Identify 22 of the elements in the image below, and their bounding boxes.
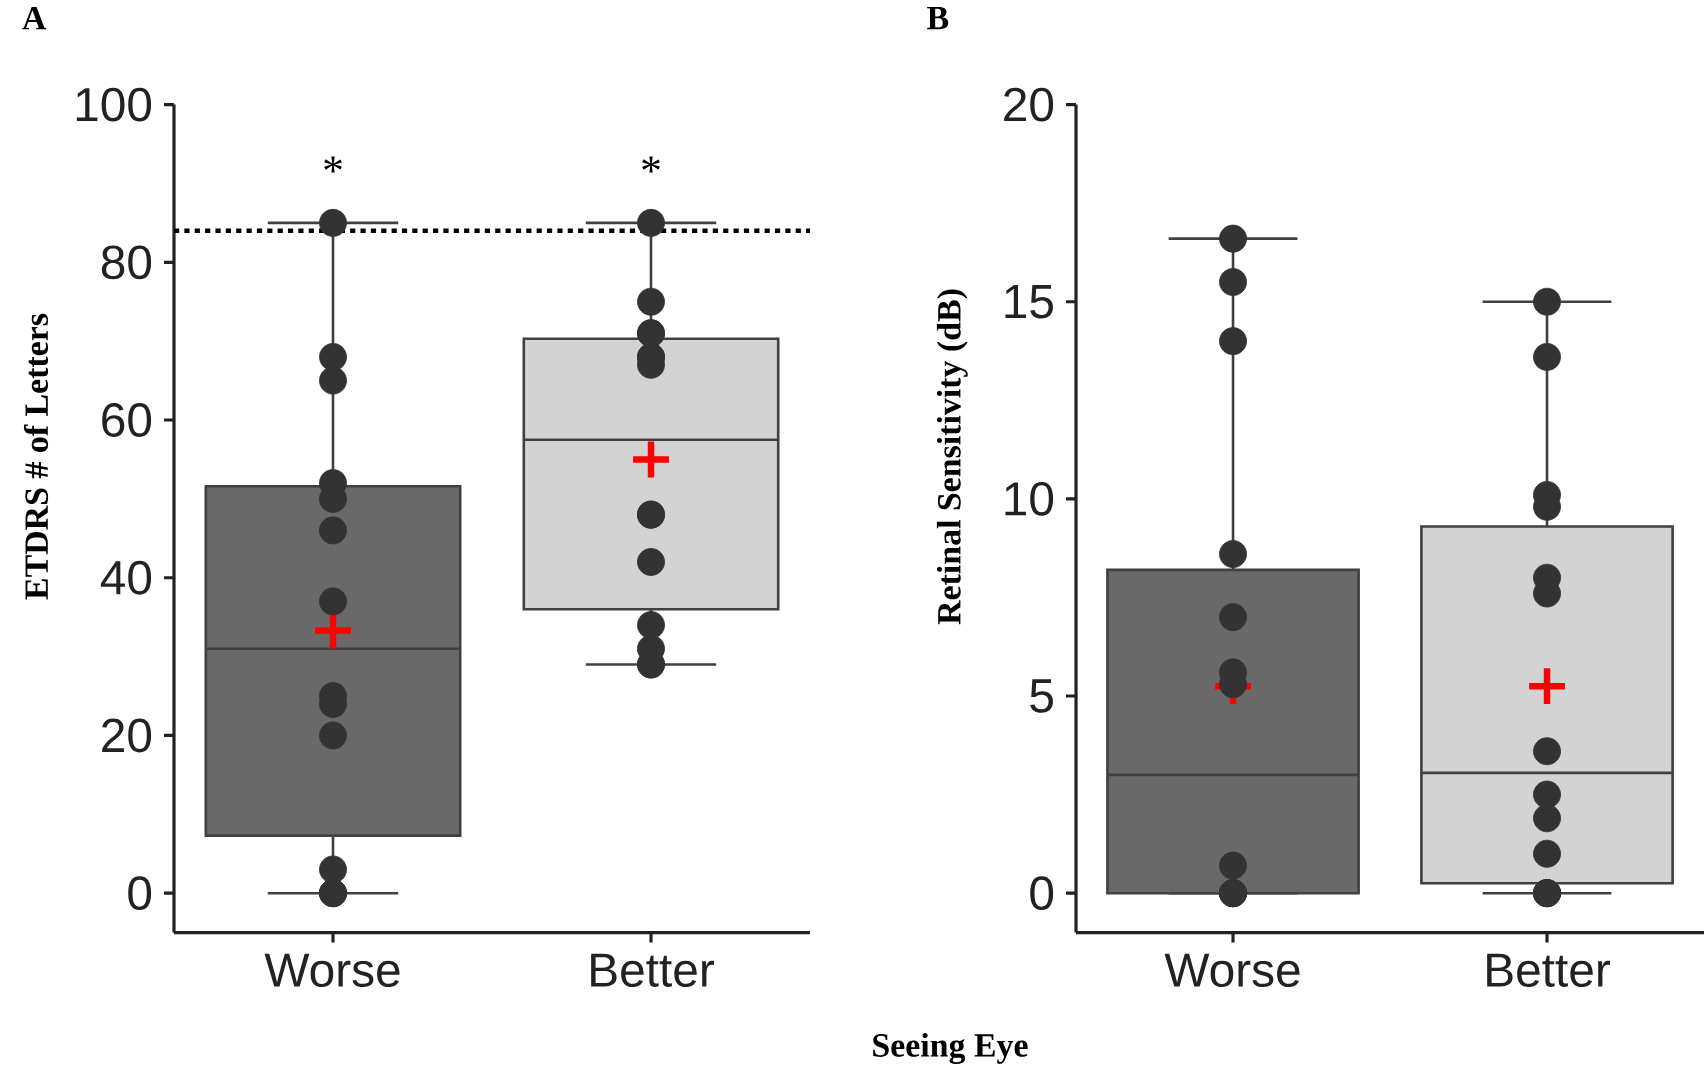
y-tick-label: 0 <box>128 876 152 911</box>
x-tick-label: Worse <box>1164 953 1300 988</box>
x-tick-label: Better <box>1487 953 1611 988</box>
x-axis-title: Seeing Eye <box>873 1033 1028 1064</box>
y-tick-label: 40 <box>100 560 152 595</box>
y-tick-label: 20 <box>102 718 152 753</box>
y-tick-label: 10 <box>1005 481 1054 516</box>
chart-title: B <box>927 6 949 30</box>
y-axis-title: ETDRS # of Letters <box>23 313 49 600</box>
y-tick-label: 80 <box>101 245 152 280</box>
y-tick-label: 0 <box>1030 876 1054 911</box>
y-tick-label: 100 <box>76 87 152 122</box>
y-tick-label: 20 <box>1004 87 1054 122</box>
y-tick-label: 60 <box>102 403 152 437</box>
y-axis-title: Retinal Sensitivity (dB) <box>936 289 968 625</box>
x-tick-label: Worse <box>264 953 400 988</box>
x-tick-label: Better <box>591 953 714 988</box>
annotation: * <box>642 156 660 173</box>
annotation: * <box>324 156 342 173</box>
y-tick-label: 5 <box>1030 679 1053 713</box>
y-tick-label: 15 <box>1005 285 1053 319</box>
chart-title: A <box>22 6 47 30</box>
